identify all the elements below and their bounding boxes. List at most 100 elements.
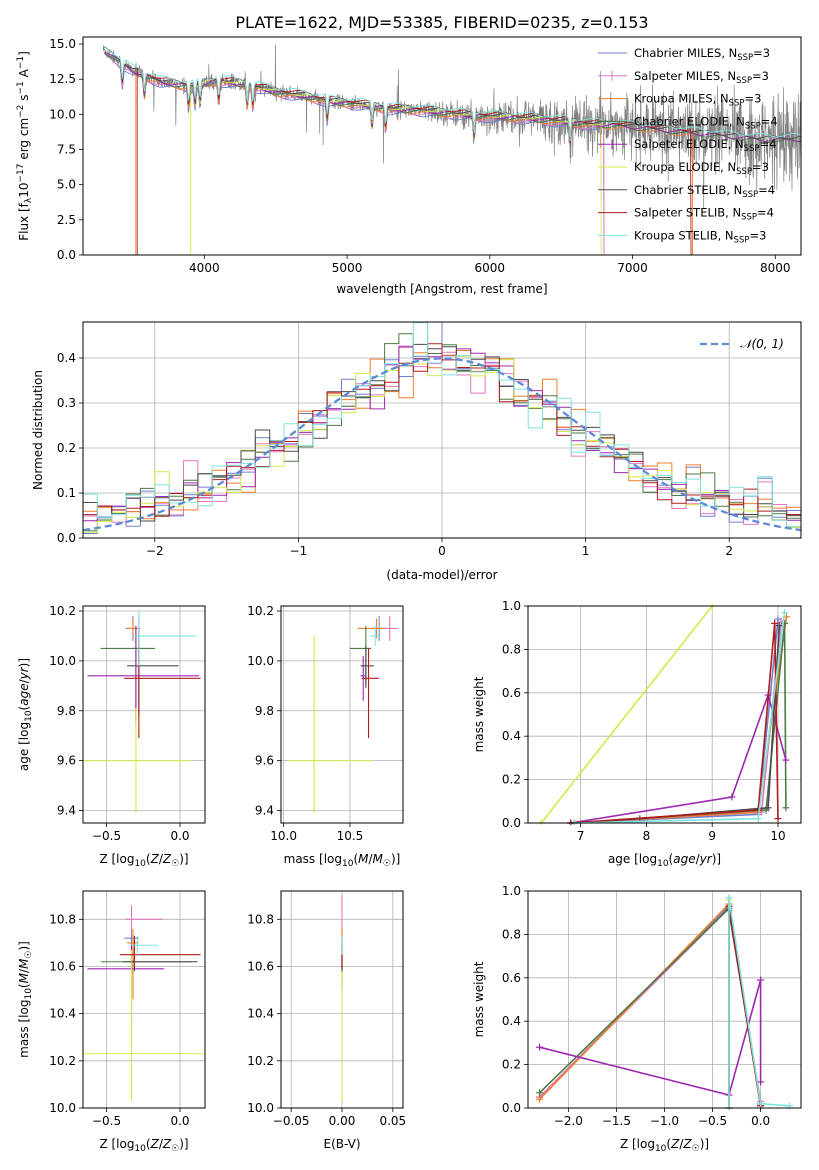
legend-label: Kroupa MILES, NSSP=3 <box>634 92 761 109</box>
legend-label-sub: SSP <box>734 235 750 245</box>
label-part: / <box>696 852 701 866</box>
label-part: ) <box>391 852 396 866</box>
label-part: −2 <box>16 105 26 118</box>
label-part: log <box>17 1000 31 1018</box>
label-part: ] <box>17 658 31 663</box>
errorbar-point <box>287 635 373 814</box>
figure-title: PLATE=1622, MJD=53385, FIBERID=0235, z=0… <box>235 13 648 32</box>
model-spectrum-line <box>104 45 801 138</box>
label-part: ( <box>17 706 31 711</box>
label-part: ] <box>704 1137 709 1151</box>
label-part: mass [ <box>284 852 324 866</box>
mass-weight-marker <box>754 815 762 823</box>
y-tick-label: 12.5 <box>49 72 76 86</box>
y-tick-label: 0.2 <box>502 1058 521 1072</box>
mass-weight-line <box>538 906 762 1102</box>
legend-label-tail: =4 <box>760 137 777 151</box>
x-axis-label: age [log10(age/yr)] <box>608 852 721 869</box>
x-tick-label: 4000 <box>189 261 220 275</box>
x-tick-label: 0.0 <box>751 1114 770 1128</box>
legend-label: 𝒩(0, 1) <box>740 337 784 351</box>
mass-weight-line <box>570 623 779 824</box>
errorbar-point <box>360 645 374 689</box>
legend-label: Salpeter STELIB, NSSP=4 <box>634 206 774 223</box>
y-tick-label: 10.0 <box>49 654 76 668</box>
mass-weight-marker <box>781 609 789 617</box>
y-tick-label: 0.6 <box>502 686 521 700</box>
label-part: −1 <box>16 81 26 94</box>
legend-label: Salpeter MILES, NSSP=3 <box>634 69 769 86</box>
label-part: ) <box>179 1137 184 1151</box>
legend-label-sub: SSP <box>737 53 753 63</box>
label-part: Z <box>162 852 172 866</box>
y-tick-label: 10.2 <box>247 1054 274 1068</box>
label-part: ) <box>17 663 31 668</box>
x-tick-label: 8 <box>643 829 651 843</box>
x-tick-label: 2 <box>725 544 733 558</box>
label-part: 10 <box>24 988 34 1000</box>
y-tick-label: 10.6 <box>49 959 76 973</box>
x-tick-label: 7000 <box>617 261 648 275</box>
legend-label: Chabrier ELODIE, NSSP=4 <box>634 114 778 131</box>
residuals-panel: −2 −1 0 1 2 0.0 0.1 0.2 0.3 0.4 (data-model)/error… <box>31 321 802 582</box>
legend-label-tail: =3 <box>749 228 766 242</box>
label-part: log <box>639 852 657 866</box>
label-part: log <box>637 1137 655 1151</box>
label-part: age <box>17 683 31 705</box>
mass-weight-plot-area <box>537 604 791 825</box>
residual-histogram <box>83 322 801 534</box>
label-part: ) <box>17 946 31 951</box>
label-part: log <box>324 852 342 866</box>
errorbar-point <box>119 935 201 967</box>
x-tick-label: 5000 <box>332 261 363 275</box>
label-part: / <box>159 852 164 866</box>
legend-label: Salpeter ELODIE, NSSP=4 <box>634 137 777 154</box>
x-tick-label: 0.00 <box>329 1114 356 1128</box>
label-part: ☉ <box>692 1144 700 1154</box>
legend-label-base: Kroupa STELIB, N <box>634 228 734 242</box>
y-tick-label: 0.4 <box>57 351 76 365</box>
errorbar-point <box>100 625 156 721</box>
axes-frame <box>527 605 802 824</box>
x-tick-label: −0.5 <box>92 1114 121 1128</box>
y-tick-label: 0.4 <box>502 1014 521 1028</box>
y-tick-label: 0.8 <box>502 642 521 656</box>
label-part: 10 <box>134 859 146 869</box>
mass-weight-line <box>538 906 762 1106</box>
y-tick-label: 10.8 <box>49 912 76 926</box>
label-part: ] <box>17 941 31 946</box>
errorbar-plot-area <box>83 610 201 814</box>
legend-label-base: Kroupa MILES, N <box>634 92 729 106</box>
label-part: Z <box>150 852 160 866</box>
errorbar-point <box>357 618 385 639</box>
mass-vs-z-panel: −0.5 0.010.010.210.410.610.8Z [log10(Z/Z☉… <box>17 890 206 1154</box>
errorbar-point <box>131 935 158 955</box>
legend-label: Kroupa STELIB, NSSP=3 <box>634 228 766 245</box>
label-part: ☉ <box>24 951 34 959</box>
y-tick-label: 10.2 <box>49 1054 76 1068</box>
mass-weight-marker <box>782 804 790 812</box>
x-axis-label: Z [log10(Z/Z☉)] <box>99 1137 188 1154</box>
label-part: ( <box>666 1137 671 1151</box>
mass-weight-marker <box>728 793 736 801</box>
x-tick-label: 9 <box>708 829 716 843</box>
label-part: age [ <box>17 740 31 771</box>
errorbar-point <box>132 610 197 666</box>
label-part: yr <box>699 852 713 866</box>
label-part: ( <box>146 1137 151 1151</box>
legend-label-tail: =3 <box>744 92 761 106</box>
y-tick-label: 0.0 <box>502 1101 521 1115</box>
label-part: 10 <box>17 183 31 198</box>
x-tick-label: −0.05 <box>273 1114 310 1128</box>
label-part: ☉ <box>171 859 179 869</box>
errorbar-point <box>125 905 163 934</box>
legend-label-tail: =4 <box>757 206 774 220</box>
mass-weight-marker <box>757 1100 765 1108</box>
x-tick-label: 10.0 <box>270 829 297 843</box>
y-tick-label: 9.6 <box>255 754 274 768</box>
legend-label-sub: SSP <box>736 167 752 177</box>
mass-vs-ebv-panel: −0.05 0.00 0.05 10.0 10.2 10.4 10.6 10.8 E(B-V) <box>247 890 406 1151</box>
label-part: ) <box>712 852 717 866</box>
